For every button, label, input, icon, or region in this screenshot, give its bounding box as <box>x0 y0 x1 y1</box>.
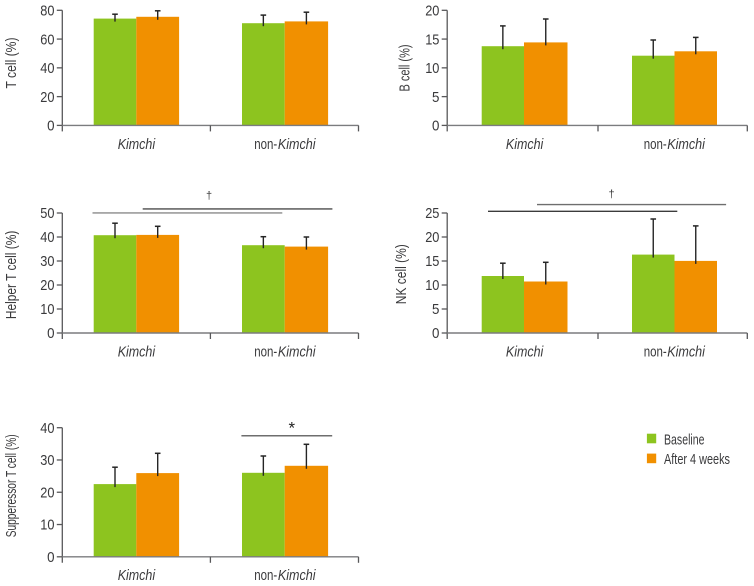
svg-text:5: 5 <box>432 89 439 106</box>
svg-text:Kimchi: Kimchi <box>506 344 544 360</box>
svg-text:30: 30 <box>40 452 54 469</box>
svg-text:0: 0 <box>432 118 439 135</box>
svg-text:10: 10 <box>425 60 439 77</box>
svg-text:0: 0 <box>47 118 54 135</box>
svg-text:10: 10 <box>425 277 439 294</box>
svg-text:T cell (%): T cell (%) <box>4 38 20 89</box>
svg-text:30: 30 <box>40 253 54 270</box>
svg-text:15: 15 <box>425 31 439 48</box>
svg-text:Kimchi: Kimchi <box>118 137 156 153</box>
svg-text:20: 20 <box>425 3 439 20</box>
svg-text:25: 25 <box>425 205 439 222</box>
svg-text:†: † <box>608 188 614 200</box>
svg-text:40: 40 <box>40 229 54 246</box>
svg-text:non-: non- <box>644 344 667 360</box>
svg-text:20: 20 <box>40 277 54 294</box>
svg-text:20: 20 <box>40 89 54 106</box>
svg-text:non-: non- <box>254 568 277 584</box>
svg-text:Kimchi: Kimchi <box>667 344 705 360</box>
svg-text:Baseline: Baseline <box>664 432 705 448</box>
svg-text:10: 10 <box>40 517 54 534</box>
svg-text:*: * <box>288 418 295 437</box>
svg-text:60: 60 <box>40 31 54 48</box>
svg-text:non-: non- <box>644 137 667 153</box>
svg-text:†: † <box>206 190 212 202</box>
svg-text:Supperessor T cell (%): Supperessor T cell (%) <box>4 434 20 537</box>
svg-text:Kimchi: Kimchi <box>667 137 705 153</box>
svg-text:NK cell (%): NK cell (%) <box>394 244 410 304</box>
svg-text:Helper T cell (%): Helper T cell (%) <box>4 231 20 320</box>
svg-text:0: 0 <box>432 325 439 342</box>
svg-text:15: 15 <box>425 253 439 270</box>
svg-text:40: 40 <box>40 420 54 437</box>
svg-text:After 4 weeks: After 4 weeks <box>664 452 730 468</box>
svg-text:80: 80 <box>40 3 54 20</box>
svg-text:0: 0 <box>47 325 54 342</box>
svg-text:non-: non- <box>254 344 277 360</box>
svg-text:Kimchi: Kimchi <box>278 568 316 584</box>
svg-text:5: 5 <box>432 301 439 318</box>
svg-text:Kimchi: Kimchi <box>278 137 316 153</box>
svg-text:B cell (%): B cell (%) <box>398 45 414 92</box>
svg-text:Kimchi: Kimchi <box>278 344 316 360</box>
svg-text:20: 20 <box>425 229 439 246</box>
svg-text:10: 10 <box>40 301 54 318</box>
svg-text:40: 40 <box>40 60 54 77</box>
svg-text:Kimchi: Kimchi <box>118 568 156 584</box>
svg-text:Kimchi: Kimchi <box>118 344 156 360</box>
svg-text:50: 50 <box>40 205 54 222</box>
svg-text:non-: non- <box>254 137 277 153</box>
svg-text:0: 0 <box>47 549 54 566</box>
svg-text:20: 20 <box>40 484 54 501</box>
svg-text:Kimchi: Kimchi <box>506 137 544 153</box>
